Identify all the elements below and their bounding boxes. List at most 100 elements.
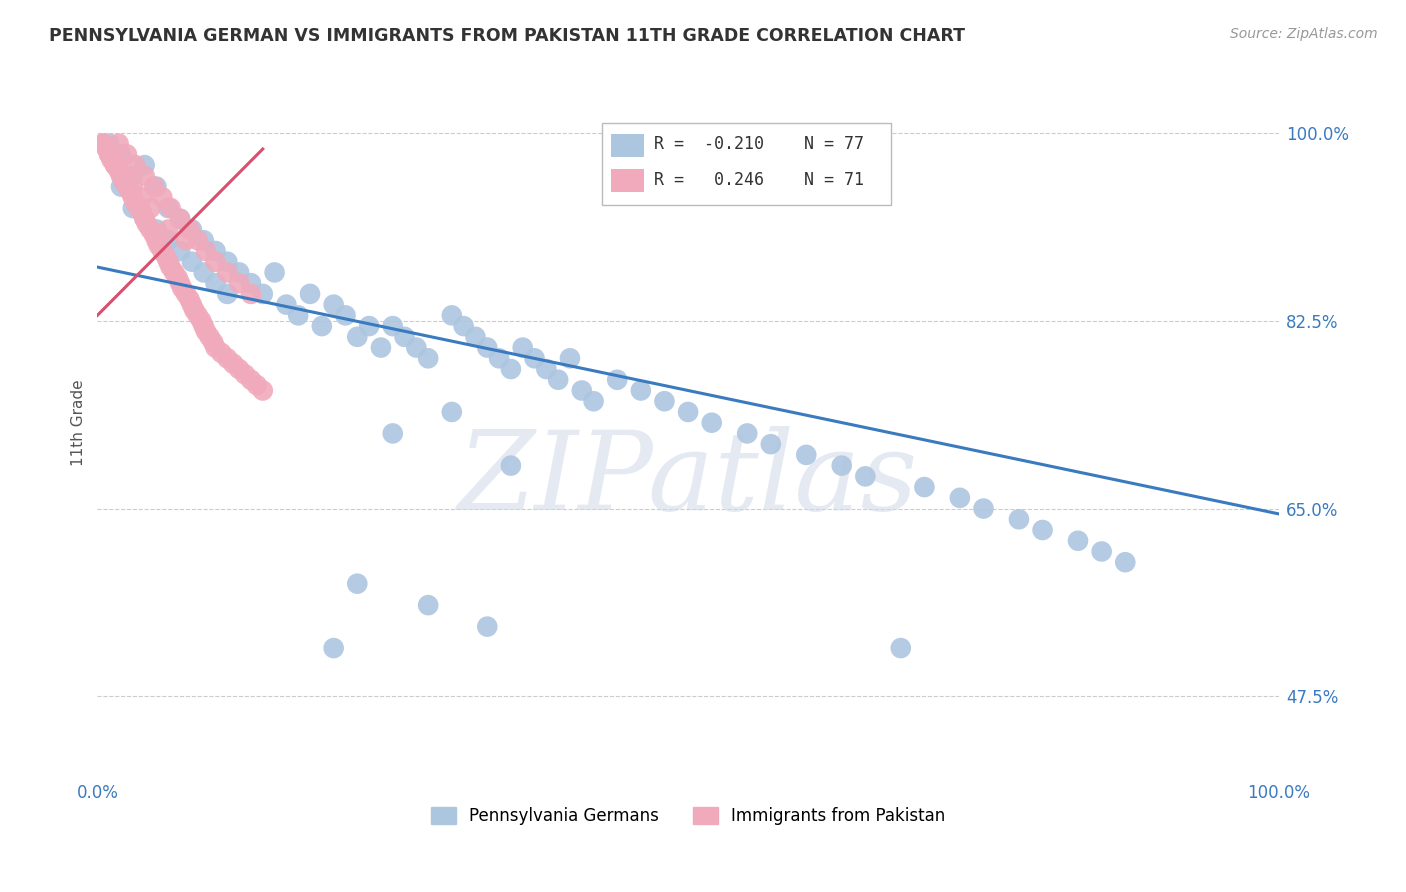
Point [233, 368, 256, 382]
Point [98, 147, 121, 161]
Point [228, 276, 250, 290]
Point [187, 233, 209, 247]
Point [405, 341, 427, 355]
Point [134, 158, 156, 172]
Point [322, 298, 344, 312]
Point [735, 426, 758, 441]
Point [217, 254, 239, 268]
Point [193, 233, 215, 247]
Point [499, 458, 522, 473]
Point [121, 201, 143, 215]
Point [890, 641, 912, 656]
Point [547, 373, 569, 387]
Point [1067, 533, 1090, 548]
FancyBboxPatch shape [602, 123, 891, 205]
Point [299, 286, 322, 301]
Point [499, 362, 522, 376]
Point [346, 330, 368, 344]
Point [440, 405, 463, 419]
Point [418, 351, 440, 366]
Point [359, 319, 381, 334]
Point [239, 276, 262, 290]
Point [263, 265, 285, 279]
Point [198, 330, 221, 344]
Point [239, 286, 262, 301]
Point [222, 357, 245, 371]
Point [464, 330, 486, 344]
Point [477, 619, 499, 633]
Point [159, 260, 181, 274]
Point [700, 416, 723, 430]
Point [112, 169, 135, 183]
Point [169, 244, 191, 258]
Point [98, 136, 121, 151]
Point [131, 206, 153, 220]
Text: R =  -0.210    N = 77: R = -0.210 N = 77 [654, 136, 863, 153]
Point [311, 319, 333, 334]
Point [204, 244, 226, 258]
Point [124, 195, 146, 210]
Point [98, 147, 121, 161]
Point [571, 384, 593, 398]
Point [676, 405, 699, 419]
Point [139, 222, 162, 236]
Point [209, 346, 232, 360]
Point [381, 319, 404, 334]
Point [139, 201, 162, 215]
Point [217, 351, 239, 366]
Point [157, 201, 180, 215]
Point [150, 244, 173, 258]
Point [143, 227, 166, 242]
Point [110, 147, 132, 161]
Point [110, 179, 132, 194]
Point [558, 351, 581, 366]
Point [853, 469, 876, 483]
Point [972, 501, 994, 516]
Point [1091, 544, 1114, 558]
Point [204, 276, 226, 290]
Point [654, 394, 676, 409]
Point [523, 351, 546, 366]
Point [155, 249, 177, 263]
Point [630, 384, 652, 398]
Point [912, 480, 935, 494]
Point [949, 491, 972, 505]
Point [217, 286, 239, 301]
Point [134, 211, 156, 226]
Point [418, 598, 440, 612]
Point [131, 190, 153, 204]
Point [187, 309, 209, 323]
Point [110, 169, 132, 183]
Text: Source: ZipAtlas.com: Source: ZipAtlas.com [1230, 27, 1378, 41]
Point [107, 136, 129, 151]
Point [134, 211, 156, 226]
Point [150, 190, 173, 204]
Point [179, 222, 201, 236]
Point [394, 330, 416, 344]
Point [107, 163, 129, 178]
Text: PENNSYLVANIA GERMAN VS IMMIGRANTS FROM PAKISTAN 11TH GRADE CORRELATION CHART: PENNSYLVANIA GERMAN VS IMMIGRANTS FROM P… [49, 27, 965, 45]
Point [148, 238, 170, 252]
Point [145, 233, 167, 247]
Point [477, 341, 499, 355]
Point [536, 362, 558, 376]
Point [1032, 523, 1054, 537]
Text: R =   0.246    N = 71: R = 0.246 N = 71 [654, 171, 863, 189]
Point [228, 265, 250, 279]
Point [370, 341, 392, 355]
Point [169, 211, 191, 226]
Point [204, 341, 226, 355]
Point [217, 265, 239, 279]
Point [104, 158, 127, 172]
Point [759, 437, 782, 451]
Y-axis label: 11th Grade: 11th Grade [72, 379, 86, 466]
Point [169, 276, 191, 290]
Text: ZIPatlas: ZIPatlas [458, 425, 918, 533]
Point [195, 244, 218, 258]
Point [193, 265, 215, 279]
Point [128, 201, 150, 215]
Point [488, 351, 510, 366]
Point [115, 179, 138, 194]
Point [582, 394, 605, 409]
Point [145, 179, 167, 194]
